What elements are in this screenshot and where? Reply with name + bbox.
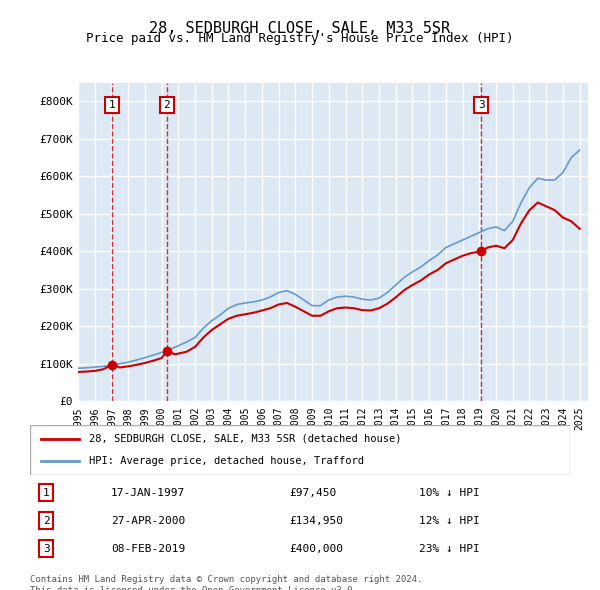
Text: 3: 3 (478, 100, 485, 110)
Text: £134,950: £134,950 (289, 516, 343, 526)
Text: 2: 2 (164, 100, 170, 110)
Text: 3: 3 (43, 543, 50, 553)
Text: 23% ↓ HPI: 23% ↓ HPI (419, 543, 479, 553)
FancyBboxPatch shape (30, 425, 570, 475)
Text: HPI: Average price, detached house, Trafford: HPI: Average price, detached house, Traf… (89, 456, 364, 466)
Text: Contains HM Land Registry data © Crown copyright and database right 2024.
This d: Contains HM Land Registry data © Crown c… (30, 575, 422, 590)
Text: 17-JAN-1997: 17-JAN-1997 (111, 488, 185, 498)
Text: 2: 2 (43, 516, 50, 526)
Text: 12% ↓ HPI: 12% ↓ HPI (419, 516, 479, 526)
Text: 08-FEB-2019: 08-FEB-2019 (111, 543, 185, 553)
Text: 28, SEDBURGH CLOSE, SALE, M33 5SR: 28, SEDBURGH CLOSE, SALE, M33 5SR (149, 21, 451, 35)
Text: 1: 1 (43, 488, 50, 498)
Text: £400,000: £400,000 (289, 543, 343, 553)
Text: 28, SEDBURGH CLOSE, SALE, M33 5SR (detached house): 28, SEDBURGH CLOSE, SALE, M33 5SR (detac… (89, 434, 402, 444)
Text: £97,450: £97,450 (289, 488, 337, 498)
Text: Price paid vs. HM Land Registry's House Price Index (HPI): Price paid vs. HM Land Registry's House … (86, 32, 514, 45)
Text: 27-APR-2000: 27-APR-2000 (111, 516, 185, 526)
Text: 1: 1 (109, 100, 115, 110)
Text: 10% ↓ HPI: 10% ↓ HPI (419, 488, 479, 498)
